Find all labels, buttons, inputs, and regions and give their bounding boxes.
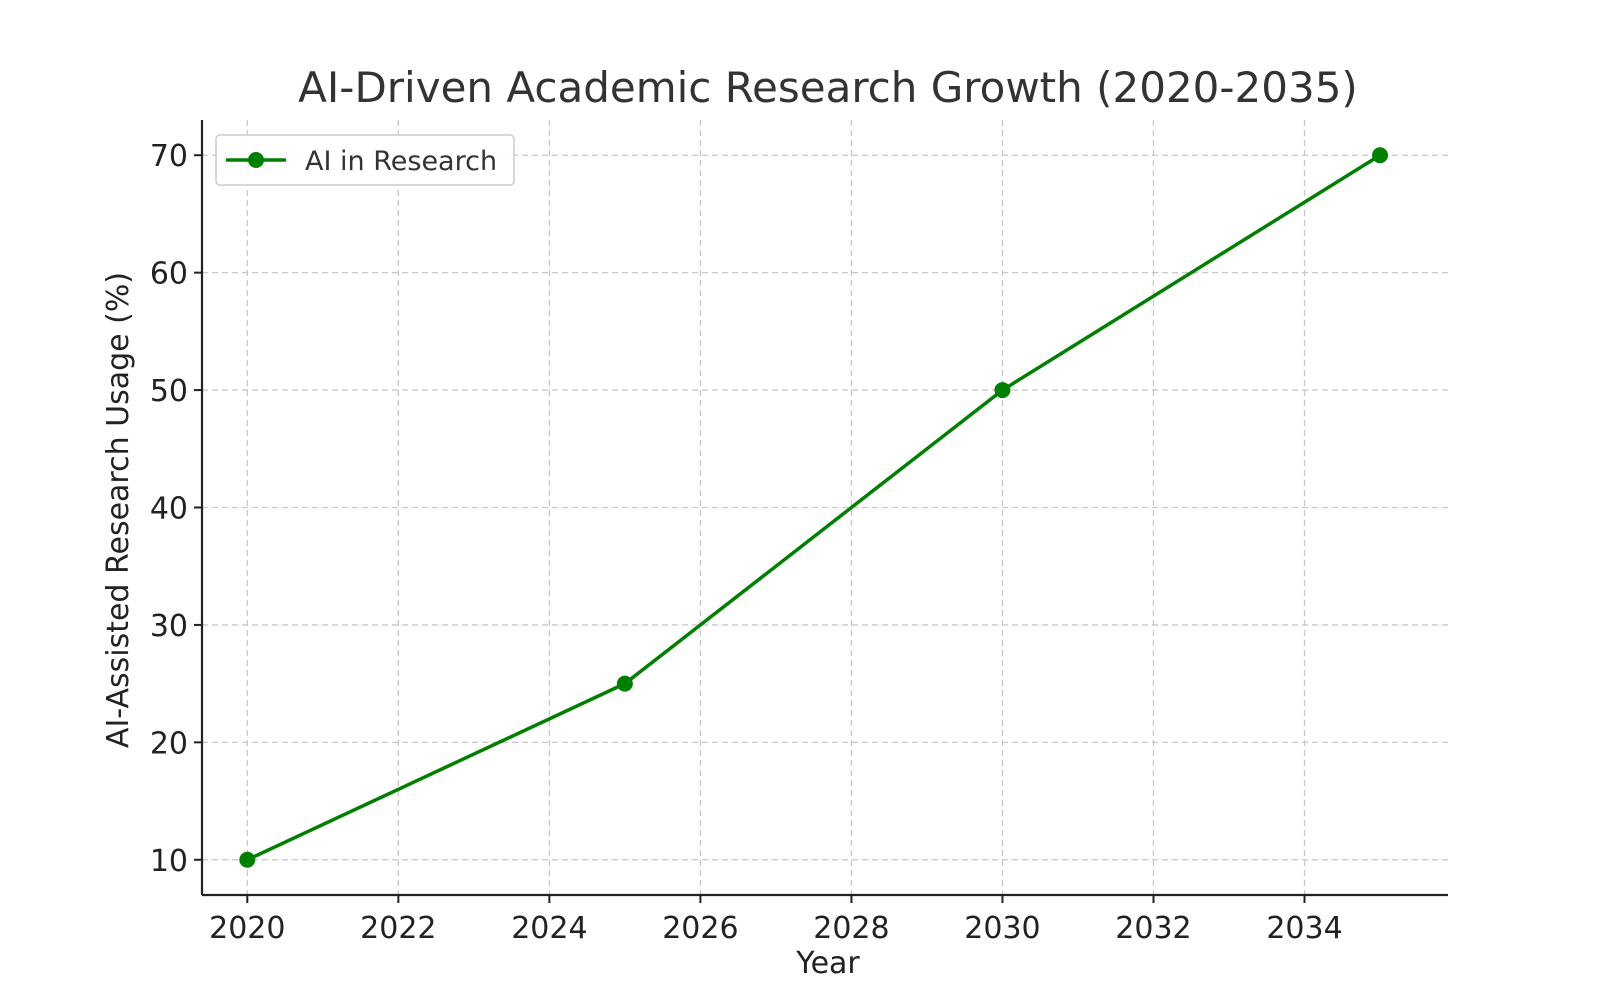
- legend-label: AI in Research: [305, 146, 497, 177]
- series-line-0: [246, 153, 1381, 862]
- series-layer: [239, 147, 1389, 868]
- data-point-2025: [616, 675, 633, 692]
- y-axis-label: AI-Assisted Research Usage (%): [101, 272, 136, 748]
- y-tick-label: 40: [150, 492, 188, 527]
- y-tick-label: 70: [150, 139, 188, 174]
- data-point-2030: [994, 382, 1011, 399]
- y-tick-label: 50: [150, 374, 188, 409]
- x-tick-label: 2022: [360, 911, 436, 946]
- x-axis-label: Year: [795, 946, 860, 981]
- chart-title: AI-Driven Academic Research Growth (2020…: [298, 63, 1358, 112]
- x-tick-label: 2028: [813, 911, 889, 946]
- x-tick-label: 2024: [511, 911, 587, 946]
- legend-box: [215, 134, 515, 186]
- x-tick-label: 2026: [662, 911, 738, 946]
- x-tick-label: 2030: [964, 911, 1040, 946]
- axes-layer: 2020 2022 2024 2026 2028 2030 2032 203410203040…: [150, 120, 1448, 946]
- data-point-2035: [1372, 147, 1389, 164]
- x-tick-label: 2032: [1115, 911, 1191, 946]
- y-tick-label: 30: [150, 609, 188, 644]
- data-point-2020: [239, 851, 256, 868]
- grid-layer: [202, 120, 1448, 895]
- x-tick-label: 2020: [209, 911, 285, 946]
- y-tick-label: 10: [150, 844, 188, 879]
- y-tick-label: 60: [150, 257, 188, 292]
- legend: AI in Research: [215, 134, 515, 186]
- y-tick-label: 20: [150, 726, 188, 761]
- legend-marker: [248, 152, 264, 168]
- x-tick-label: 2034: [1266, 911, 1342, 946]
